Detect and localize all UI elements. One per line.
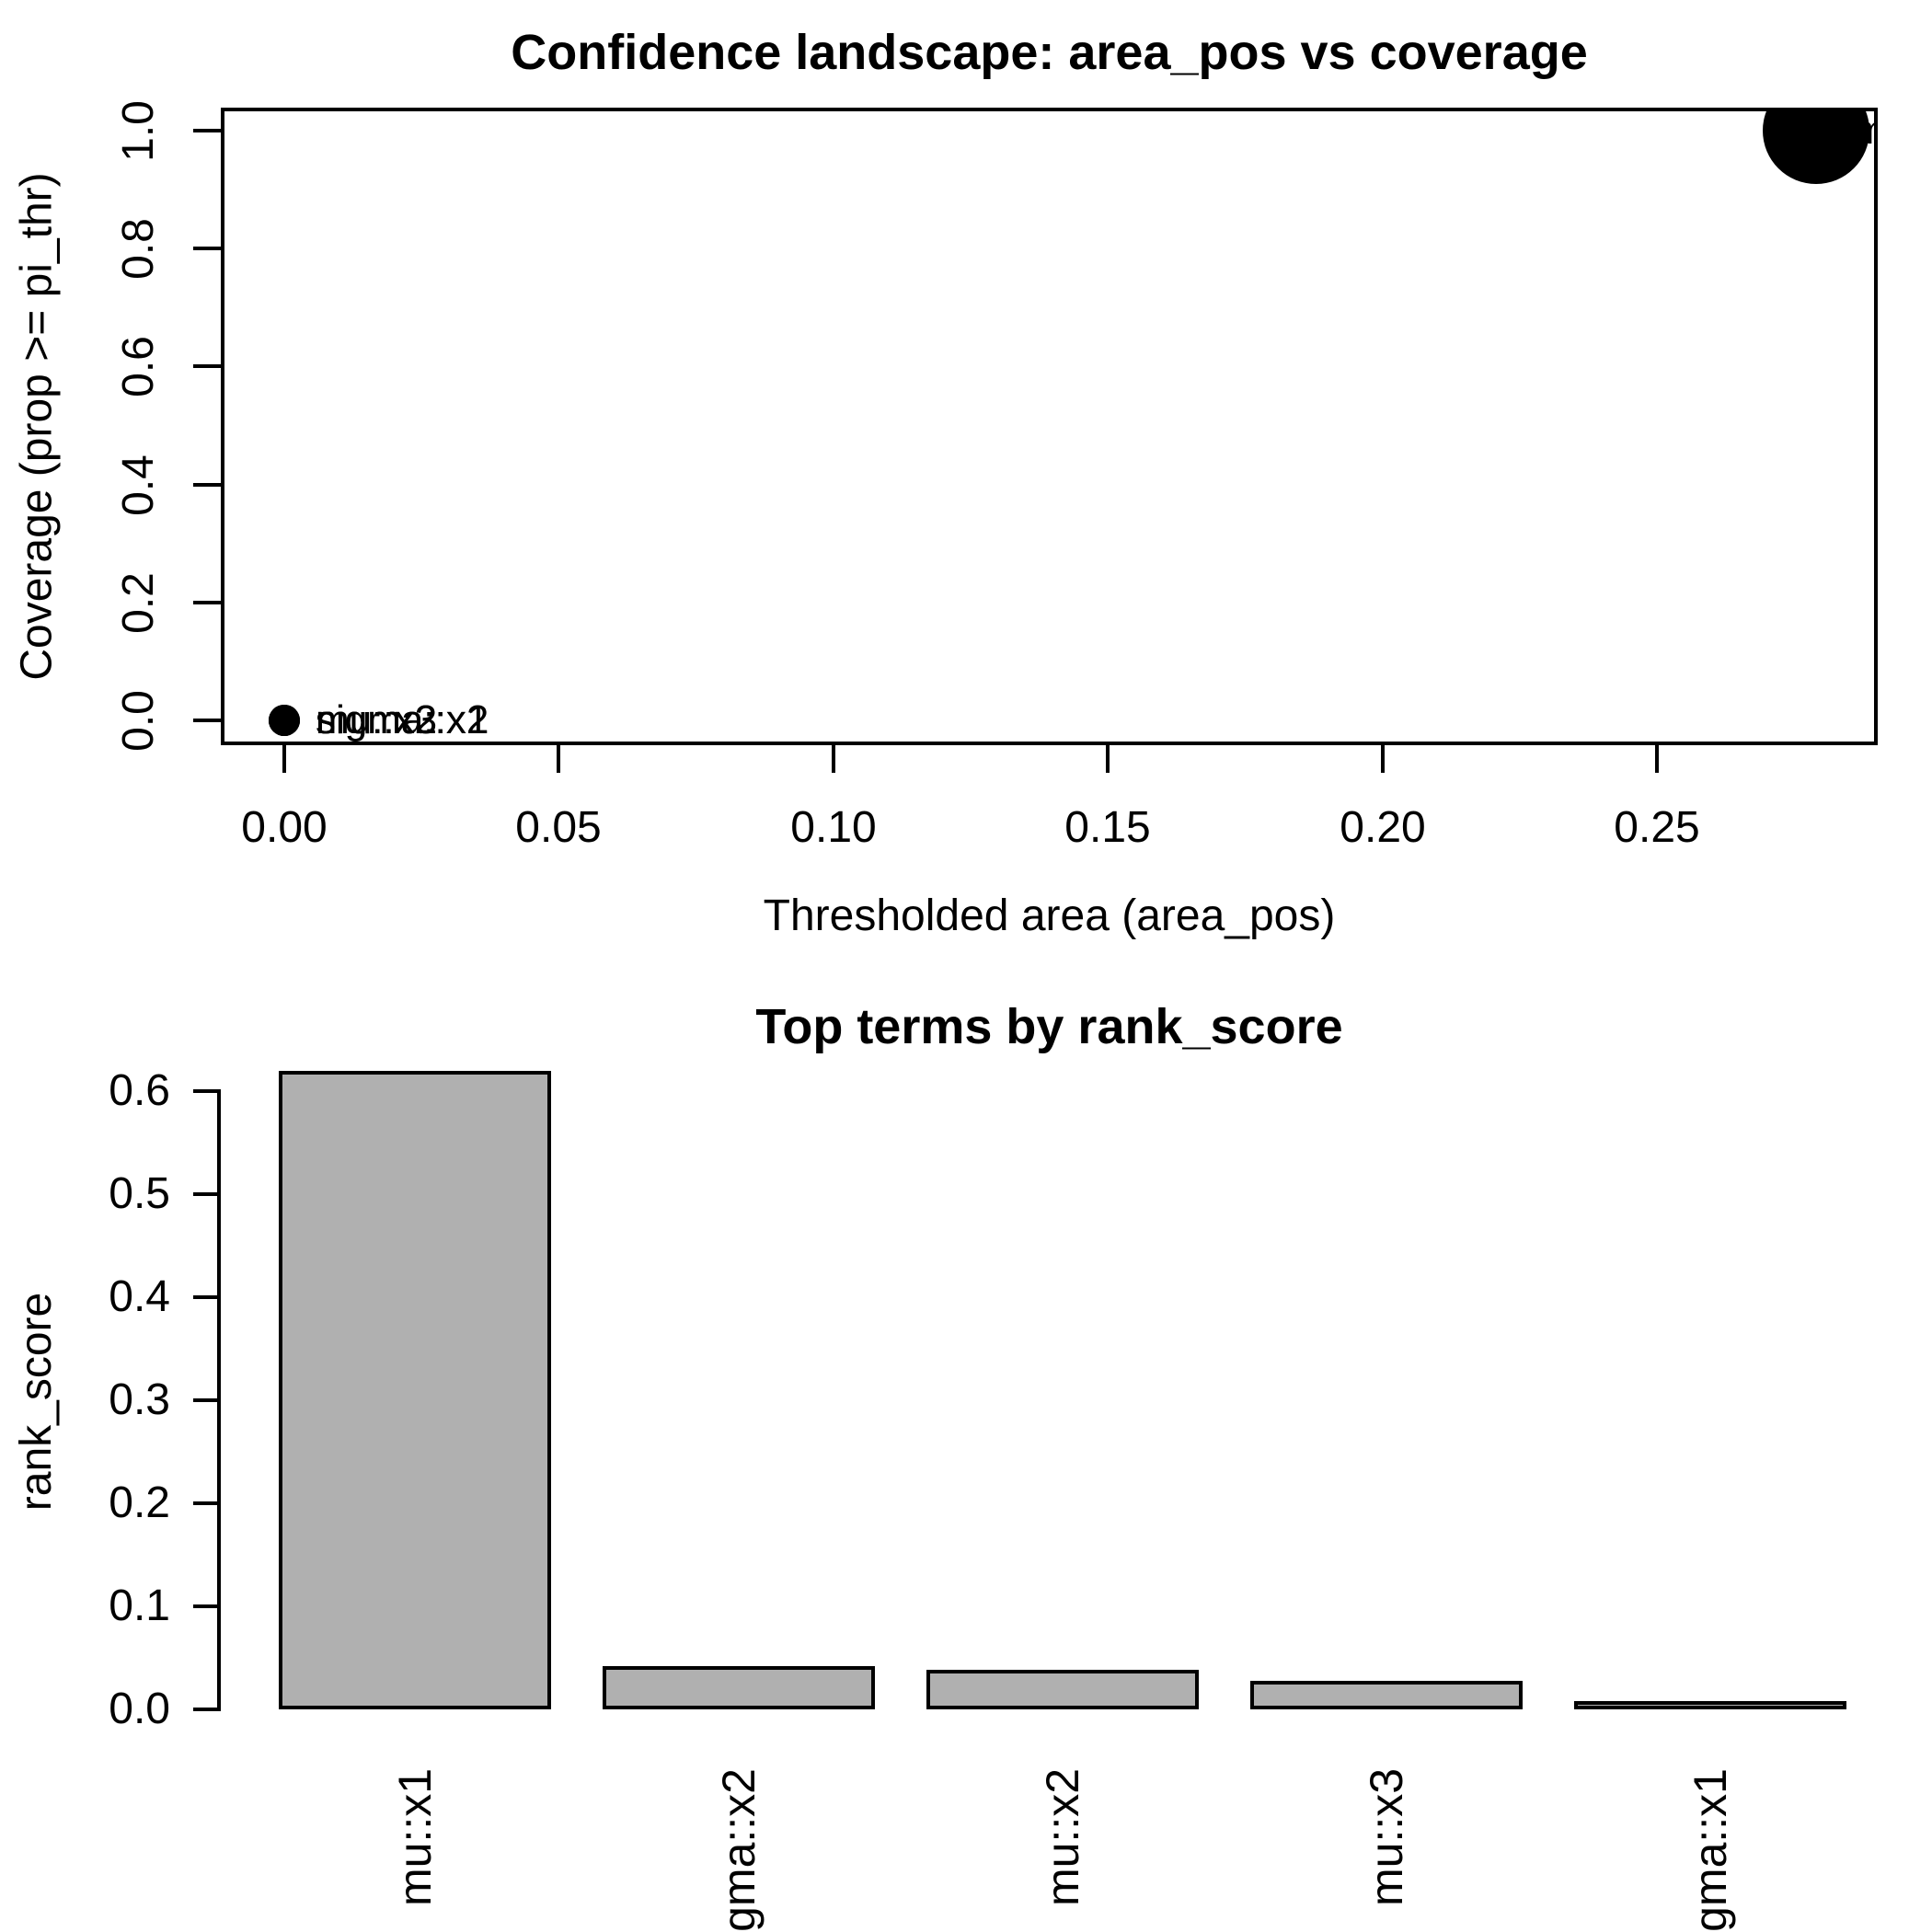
y-tick — [193, 129, 221, 132]
bar-mu::x2 — [926, 1670, 1199, 1709]
y-tick — [193, 601, 221, 604]
scatter-point-label: mu::x3 — [316, 697, 438, 742]
bar-category-label: mu::x3 — [1361, 1767, 1412, 1906]
y-tick-label: 0.3 — [109, 1375, 170, 1424]
bar-category-label: mu::x1 — [389, 1767, 441, 1906]
y-tick-label: 0.6 — [109, 1066, 170, 1115]
bar-mu::x3 — [1250, 1681, 1523, 1709]
scatter-point-label: sigma::x2 — [316, 697, 489, 742]
y-tick — [193, 483, 221, 487]
x-tick — [557, 745, 560, 773]
scatter-point-label: sigma::x1 — [316, 697, 489, 742]
x-tick — [1655, 745, 1659, 773]
y-tick-label: 0.5 — [109, 1169, 170, 1218]
scatter-point-label: mu::x1 — [1853, 111, 1874, 153]
bar-title: Top terms by rank_score — [755, 999, 1343, 1054]
x-tick — [282, 745, 286, 773]
scatter-point-label: mu::x2 — [316, 697, 438, 742]
scatter-point — [269, 705, 300, 736]
bar-mu::x1 — [279, 1071, 551, 1709]
bar-category-label: sigma::x2 — [713, 1768, 765, 1932]
y-tick-label: 0.2 — [109, 1478, 170, 1527]
x-tick — [832, 745, 835, 773]
x-tick-label: 0.20 — [1340, 803, 1426, 852]
y-tick-label: 0.0 — [109, 1685, 170, 1733]
y-tick — [193, 1089, 221, 1093]
y-tick — [193, 1708, 221, 1711]
x-tick — [1106, 745, 1110, 773]
x-tick — [1381, 745, 1385, 773]
y-tick — [193, 247, 221, 250]
scatter-x-axis-title: Thresholded area (area_pos) — [763, 891, 1336, 940]
bar-sigma::x2 — [603, 1666, 875, 1709]
x-tick-label: 0.25 — [1614, 803, 1700, 852]
scatter-title: Confidence landscape: area_pos vs covera… — [511, 25, 1588, 80]
y-tick — [193, 1604, 221, 1608]
x-tick-label: 0.15 — [1064, 803, 1151, 852]
y-tick — [193, 364, 221, 368]
y-tick — [193, 1295, 221, 1299]
bar-sigma::x1 — [1574, 1701, 1846, 1709]
x-tick-label: 0.00 — [241, 803, 328, 852]
y-tick — [193, 1192, 221, 1196]
bar-category-label: mu::x2 — [1037, 1767, 1088, 1906]
x-tick-label: 0.10 — [790, 803, 877, 852]
y-tick-label: 0.4 — [109, 1272, 170, 1321]
y-tick — [193, 719, 221, 722]
x-tick-label: 0.05 — [515, 803, 602, 852]
y-tick — [193, 1398, 221, 1402]
bar-category-label: sigma::x1 — [1685, 1768, 1736, 1932]
y-tick — [193, 1501, 221, 1505]
y-tick-label: 0.1 — [109, 1581, 170, 1630]
